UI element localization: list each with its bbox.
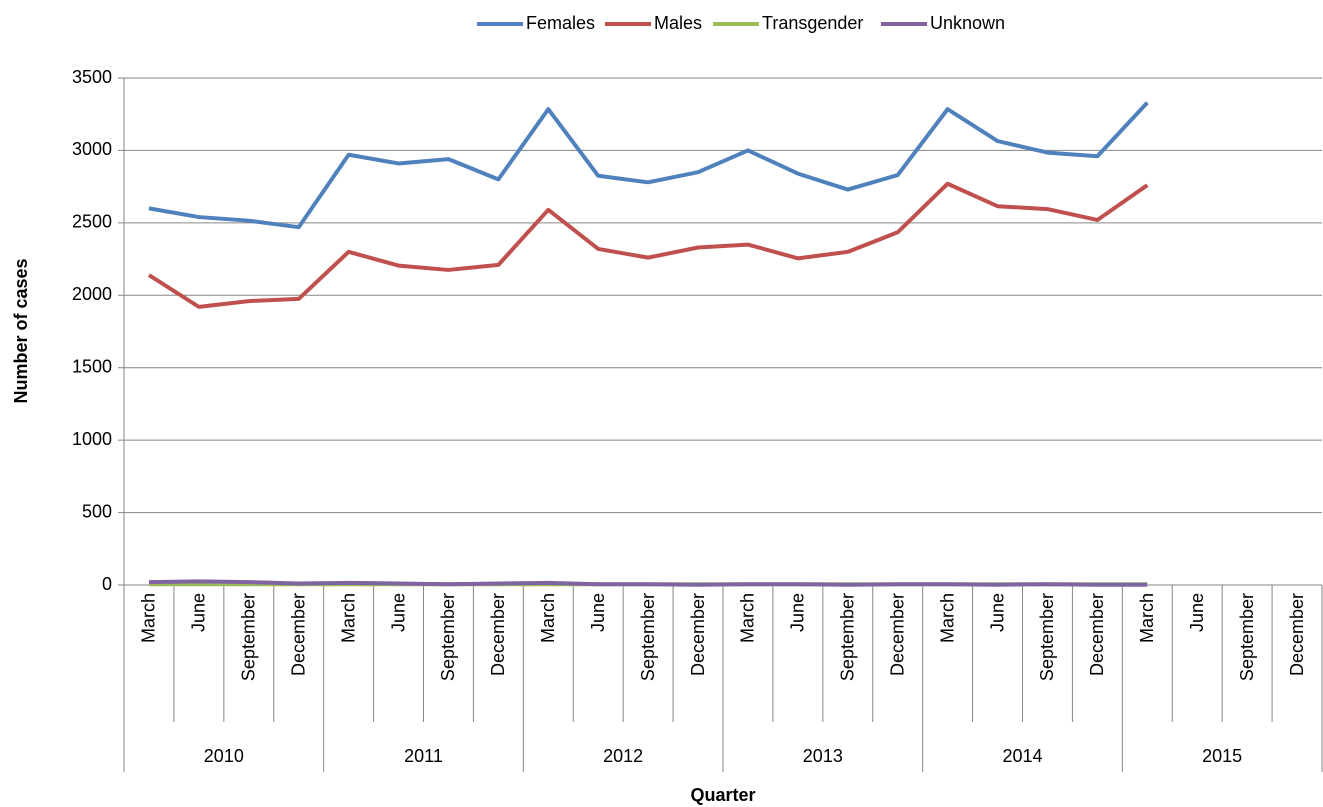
- y-axis-title: Number of cases: [11, 258, 31, 403]
- x-tick-label: June: [588, 593, 608, 632]
- y-tick-label: 3500: [72, 67, 112, 87]
- x-group-label: 2013: [803, 746, 843, 766]
- x-group-label: 2012: [603, 746, 643, 766]
- x-tick-label: March: [1137, 593, 1157, 643]
- x-tick-label: June: [788, 593, 808, 632]
- series-line: [148, 579, 1148, 587]
- y-tick-label: 2000: [72, 284, 112, 304]
- legend-label: Males: [654, 13, 702, 33]
- x-tick-label: September: [638, 593, 658, 681]
- x-tick-label: March: [338, 593, 358, 643]
- x-tick-label: September: [1237, 593, 1257, 681]
- x-tick-label: June: [1187, 593, 1207, 632]
- y-tick-label: 1000: [72, 429, 112, 449]
- x-group-label: 2015: [1202, 746, 1242, 766]
- x-axis-title: Quarter: [690, 785, 755, 805]
- x-tick-label: December: [887, 593, 907, 676]
- x-tick-label: March: [937, 593, 957, 643]
- x-tick-label: June: [388, 593, 408, 632]
- y-tick-label: 500: [82, 501, 112, 521]
- x-tick-label: June: [189, 593, 209, 632]
- x-tick-label: September: [1037, 593, 1057, 681]
- y-tick-label: 1500: [72, 356, 112, 376]
- x-tick-label: September: [838, 593, 858, 681]
- x-tick-label: March: [139, 593, 159, 643]
- legend-label: Unknown: [930, 13, 1005, 33]
- series-line: [148, 101, 1149, 230]
- x-group-label: 2010: [204, 746, 244, 766]
- legend-label: Females: [526, 13, 595, 33]
- x-tick-label: December: [288, 593, 308, 676]
- y-tick-label: 0: [102, 574, 112, 594]
- x-tick-label: December: [1087, 593, 1107, 676]
- x-tick-label: March: [738, 593, 758, 643]
- y-tick-label: 2500: [72, 212, 112, 232]
- x-tick-label: September: [438, 593, 458, 681]
- x-tick-label: June: [987, 593, 1007, 632]
- x-tick-label: September: [239, 593, 259, 681]
- x-tick-label: March: [538, 593, 558, 643]
- series-line: [147, 181, 1149, 309]
- y-tick-label: 3000: [72, 139, 112, 159]
- x-tick-label: December: [1287, 593, 1307, 676]
- x-group-label: 2011: [404, 746, 443, 766]
- x-group-label: 2014: [1002, 746, 1042, 766]
- x-tick-label: December: [688, 593, 708, 676]
- legend-label: Transgender: [762, 13, 863, 33]
- x-tick-label: December: [488, 593, 508, 676]
